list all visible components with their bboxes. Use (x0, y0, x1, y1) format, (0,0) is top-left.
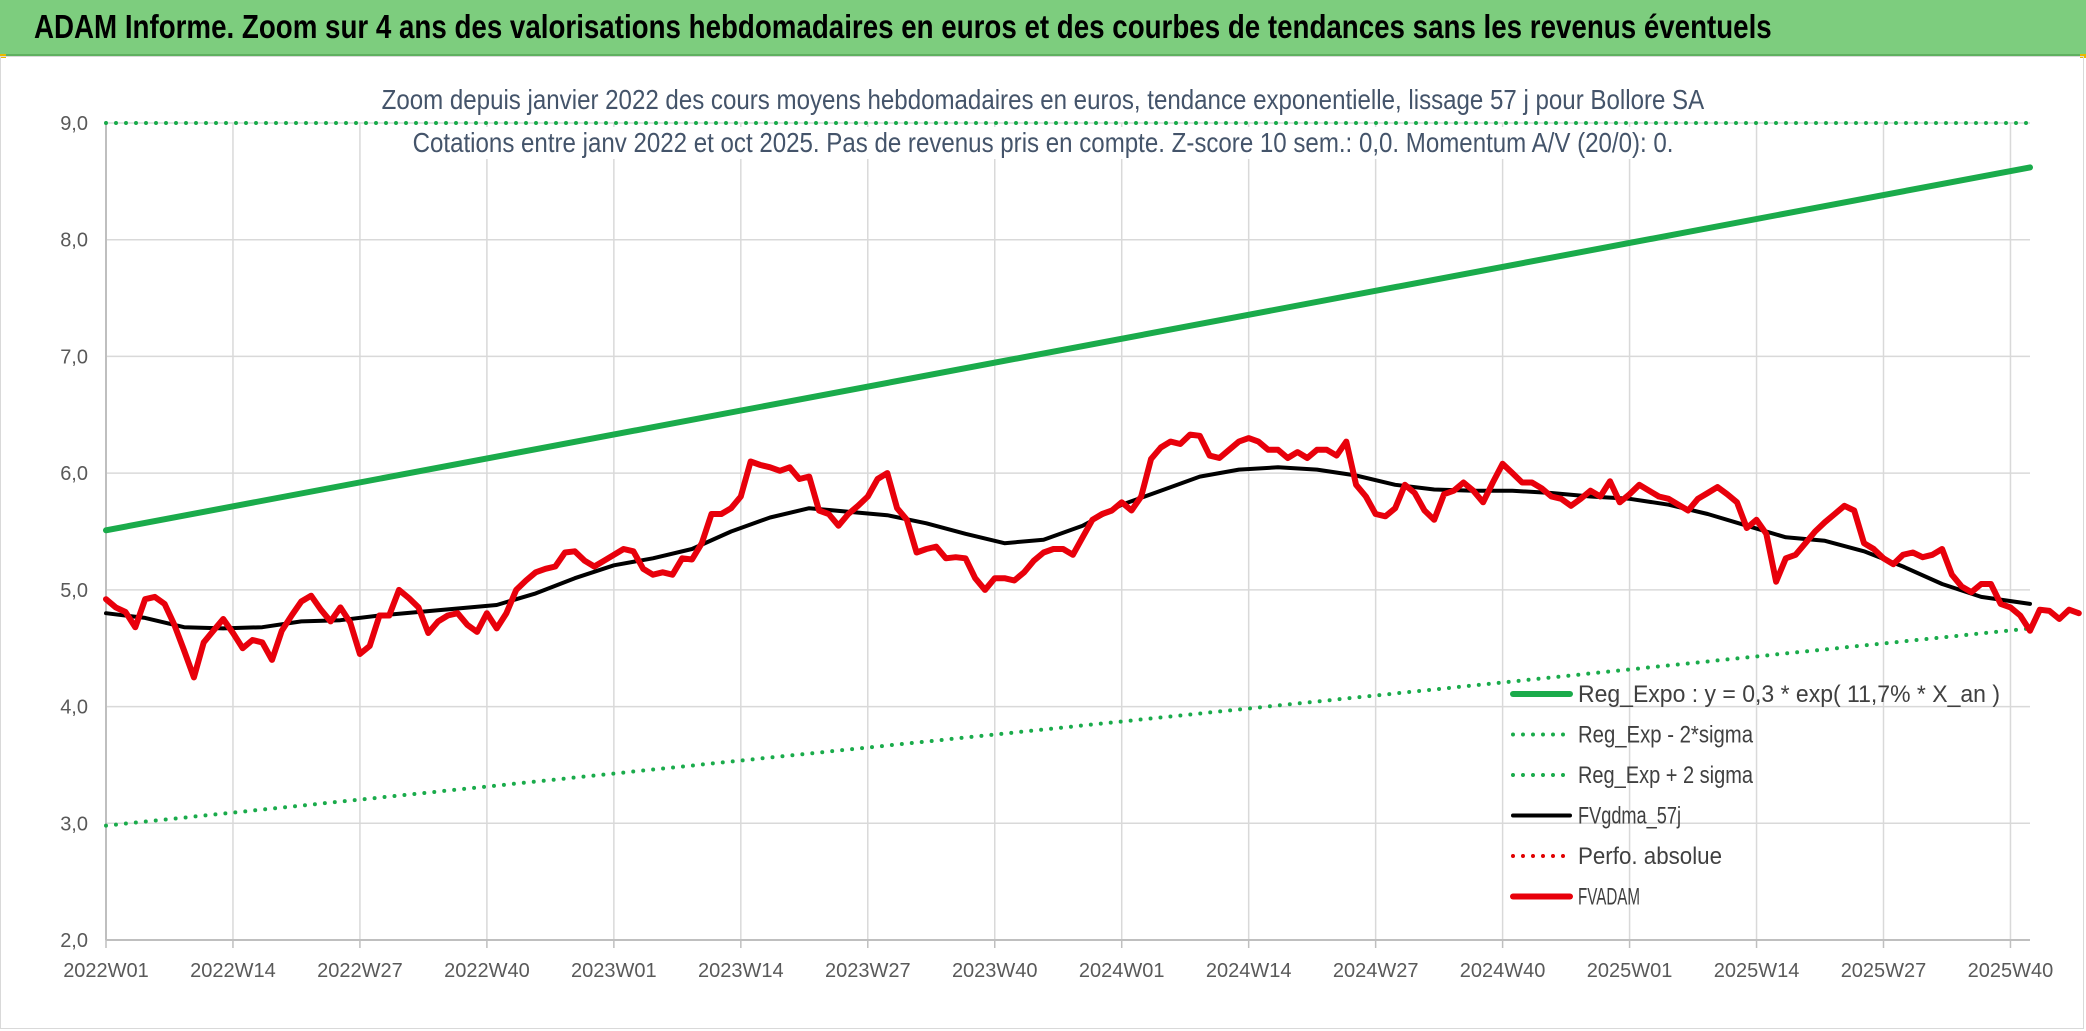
series-line-3 (104, 465, 2032, 631)
x-tick-label: 2022W40 (444, 960, 530, 982)
y-tick-label: 6,0 (60, 463, 88, 485)
y-tick-label: 3,0 (60, 813, 88, 835)
y-tick-label: 8,0 (60, 230, 88, 252)
series-line-5 (103, 431, 2082, 681)
chart-frame (0, 56, 2084, 1029)
legend-label-2: Reg_Exp + 2 sigma (1578, 762, 1754, 789)
y-tick-label: 7,0 (60, 346, 88, 368)
legend-label-5: FVADAM (1578, 884, 1640, 911)
x-tick-label: 2023W40 (952, 960, 1038, 982)
chart-subtitle: Cotations entre janv 2022 et oct 2025. P… (403, 127, 1683, 159)
x-tick-label: 2024W14 (1206, 960, 1292, 982)
chart-subtitle-box: Cotations entre janv 2022 et oct 2025. P… (0, 127, 2086, 159)
x-tick-label: 2024W40 (1460, 960, 1546, 982)
y-tick-label: 4,0 (60, 697, 88, 719)
series-lines (103, 121, 2082, 828)
grid-lines (105, 122, 2030, 940)
x-tick-label: 2022W01 (63, 960, 149, 982)
x-tick-label: 2023W14 (698, 960, 784, 982)
legend: Reg_Expo : y = 0,3 * exp( 11,7% * X_an )… (1510, 681, 2000, 911)
y-tick-label: 9,0 (60, 113, 88, 135)
page-title: ADAM Informe. Zoom sur 4 ans des valoris… (34, 8, 1772, 45)
x-tick-label: 2023W27 (825, 960, 911, 982)
y-tick-label: 5,0 (60, 580, 88, 602)
y-tick-label: 2,0 (60, 930, 88, 952)
x-tick-label: 2025W27 (1841, 960, 1927, 982)
legend-label-0: Reg_Expo : y = 0,3 * exp( 11,7% * X_an ) (1578, 681, 2000, 708)
x-tick-label: 2025W14 (1714, 960, 1800, 982)
series-line-0 (103, 164, 2033, 534)
x-tick-label: 2022W14 (190, 960, 276, 982)
x-tick-label: 2024W27 (1333, 960, 1419, 982)
x-tick-label: 2022W27 (317, 960, 403, 982)
series-line-1 (104, 626, 2032, 828)
legend-label-1: Reg_Exp - 2*sigma (1578, 722, 1754, 749)
tick-labels: 2,0 3,0 4,0 5,0 6,0 7,0 8,0 9,0 2022W01 2022W14 20… (60, 113, 2053, 982)
x-tick-label: 2024W01 (1079, 960, 1165, 982)
chart-title-box: Zoom depuis janvier 2022 des cours moyen… (0, 84, 2086, 116)
x-tick-label: 2023W01 (571, 960, 657, 982)
legend-label-3: FVgdma_57j (1578, 803, 1681, 830)
x-tick-label: 2025W01 (1587, 960, 1673, 982)
chart-title: Zoom depuis janvier 2022 des cours moyen… (373, 84, 1713, 116)
header-bar: ADAM Informe. Zoom sur 4 ans des valoris… (0, 0, 2086, 56)
legend-label-4: Perfo. absolue (1578, 843, 1722, 870)
x-tick-label: 2025W40 (1968, 960, 2054, 982)
